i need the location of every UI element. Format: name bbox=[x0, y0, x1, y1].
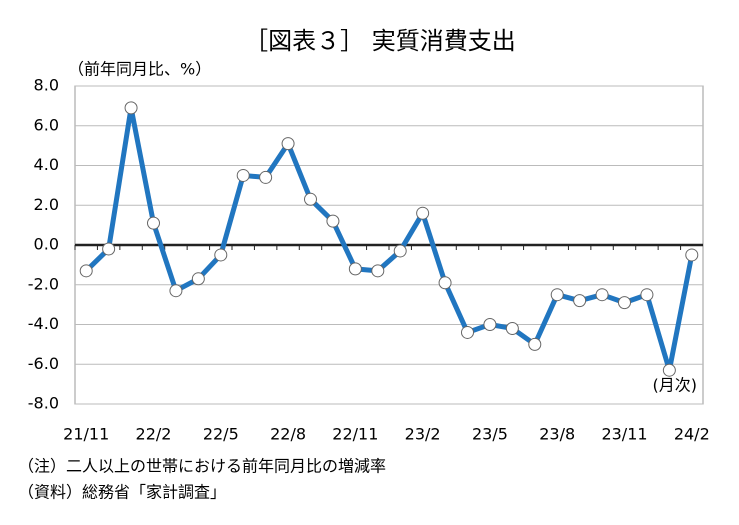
x-tick-label: 22/2 bbox=[136, 425, 172, 444]
y-tick-label: -6.0 bbox=[28, 354, 59, 373]
marker bbox=[326, 214, 340, 228]
marker bbox=[640, 288, 654, 302]
note: （資料）総務省「家計調査」 bbox=[18, 483, 226, 502]
x-tick-label: 21/11 bbox=[63, 425, 109, 444]
marker bbox=[393, 244, 407, 258]
x-tick-label: 22/8 bbox=[270, 425, 306, 444]
marker bbox=[102, 242, 116, 256]
marker bbox=[124, 101, 138, 115]
chart-title: ［図表３］ 実質消費支出 bbox=[244, 27, 516, 55]
marker bbox=[79, 264, 93, 278]
marker bbox=[505, 321, 519, 335]
marker bbox=[416, 206, 430, 220]
marker bbox=[348, 262, 362, 276]
marker bbox=[438, 276, 452, 290]
marker bbox=[595, 288, 609, 302]
marker bbox=[550, 288, 564, 302]
y-tick-label: -8.0 bbox=[28, 394, 59, 413]
marker bbox=[371, 264, 385, 278]
y-tick-label: 0.0 bbox=[34, 235, 59, 254]
marker bbox=[662, 363, 676, 377]
y-tick-label: -4.0 bbox=[28, 314, 59, 333]
y-tick-label: 6.0 bbox=[34, 115, 59, 134]
x-tick-label: 23/8 bbox=[539, 425, 575, 444]
y-tick-label: -2.0 bbox=[28, 274, 59, 293]
x-tick-label: 24/2 bbox=[674, 425, 710, 444]
marker bbox=[483, 318, 497, 331]
note: （注）二人以上の世帯における前年同月比の増減率 bbox=[18, 457, 386, 476]
x-tick-label: 22/11 bbox=[332, 425, 378, 444]
y-tick-label: 8.0 bbox=[34, 76, 59, 95]
marker bbox=[461, 325, 474, 339]
x-tick-label: 22/5 bbox=[203, 425, 239, 444]
marker bbox=[528, 337, 542, 351]
marker bbox=[147, 216, 160, 230]
marker bbox=[281, 137, 295, 151]
marker bbox=[304, 192, 317, 206]
y-axis-label: （前年同月比、%） bbox=[68, 60, 211, 79]
marker bbox=[191, 272, 205, 286]
marker bbox=[169, 284, 183, 298]
line bbox=[84, 105, 695, 373]
x-tick-label: 23/2 bbox=[405, 425, 441, 444]
x-tick-label: 23/5 bbox=[472, 425, 508, 444]
marker bbox=[618, 296, 631, 310]
y-tick-label: 4.0 bbox=[34, 155, 59, 174]
annotation: (月次) bbox=[653, 376, 698, 395]
x-tick-label: 23/11 bbox=[601, 425, 647, 444]
marker bbox=[214, 248, 228, 262]
marker bbox=[573, 294, 587, 308]
marker bbox=[685, 248, 699, 262]
marker bbox=[236, 168, 250, 182]
y-tick-label: 2.0 bbox=[34, 195, 59, 214]
marker bbox=[259, 170, 273, 184]
